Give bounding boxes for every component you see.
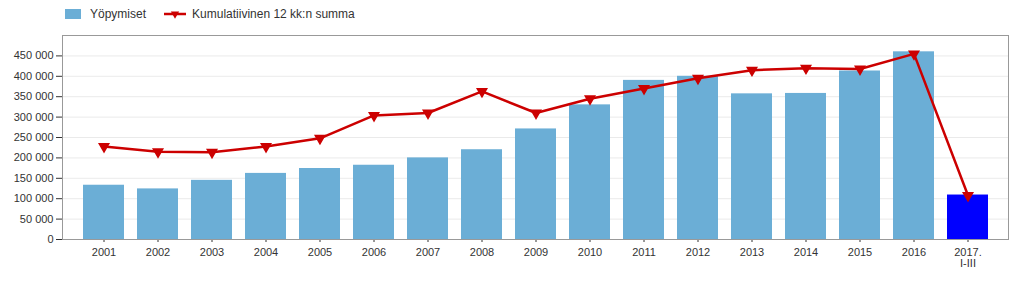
svg-text:2011: 2011 — [632, 246, 656, 258]
svg-text:2007: 2007 — [416, 246, 440, 258]
svg-text:2013: 2013 — [740, 246, 764, 258]
svg-text:2017.I-III: 2017.I-III — [954, 246, 982, 269]
svg-text:2006: 2006 — [362, 246, 386, 258]
svg-text:2003: 2003 — [200, 246, 224, 258]
html-text:Kumulatiivinen 12 kk:n summa: Kumulatiivinen 12 kk:n summa — [192, 7, 355, 21]
svg-text:2016: 2016 — [902, 246, 926, 258]
svg-text:2012: 2012 — [686, 246, 710, 258]
svg-text:2001: 2001 — [92, 246, 116, 258]
svg-text:2015: 2015 — [848, 246, 872, 258]
svg-text:2010: 2010 — [578, 246, 602, 258]
svg-text:2004: 2004 — [254, 246, 278, 258]
svg-text:350 000: 350 000 — [14, 90, 54, 102]
svg-text:2009: 2009 — [524, 246, 548, 258]
svg-text:250 000: 250 000 — [14, 131, 54, 143]
svg-text:100 000: 100 000 — [14, 192, 54, 204]
svg-text:2005: 2005 — [308, 246, 332, 258]
svg-text:2002: 2002 — [146, 246, 170, 258]
svg-text:2008: 2008 — [470, 246, 494, 258]
svg-text:2014: 2014 — [794, 246, 818, 258]
svg-text:50 000: 50 000 — [20, 213, 54, 225]
svg-text:300 000: 300 000 — [14, 111, 54, 123]
svg-text:0: 0 — [47, 233, 53, 245]
svg-text:150 000: 150 000 — [14, 172, 54, 184]
html-text:Yöpymiset: Yöpymiset — [90, 7, 146, 21]
svg-text:450 000: 450 000 — [14, 49, 54, 61]
svg-text:400 000: 400 000 — [14, 70, 54, 82]
svg-text:200 000: 200 000 — [14, 151, 54, 163]
